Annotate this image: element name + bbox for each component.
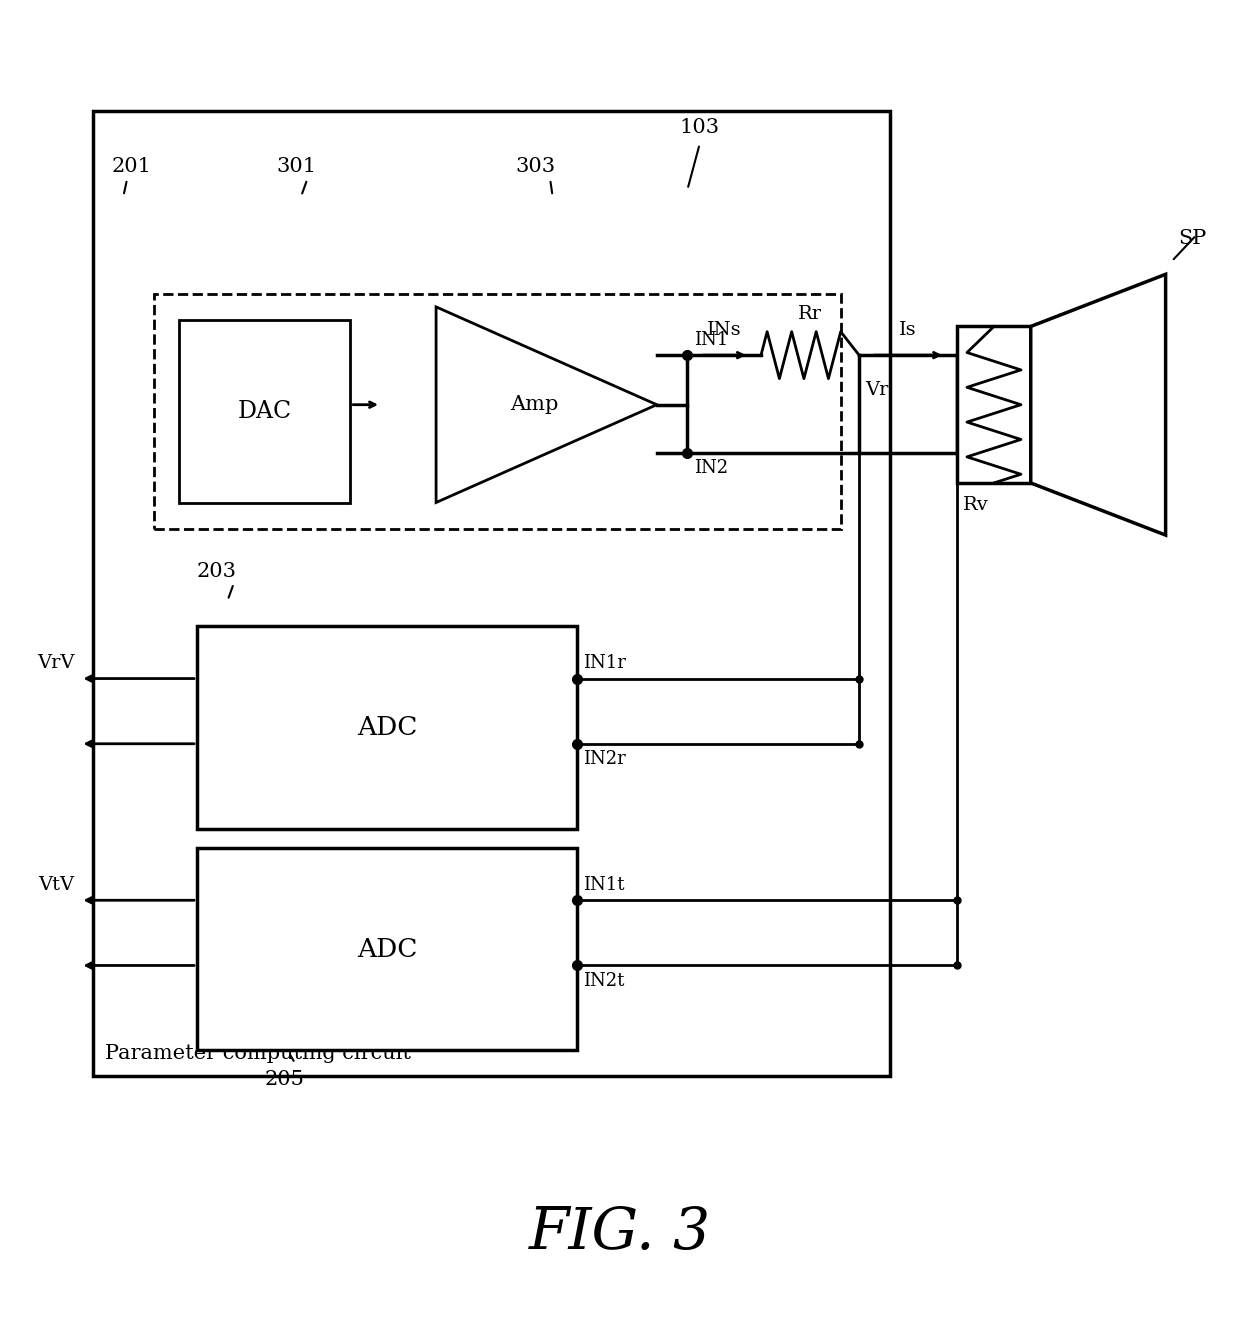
- Text: INs: INs: [707, 322, 742, 340]
- Text: Is: Is: [899, 322, 916, 340]
- Text: Parameter computing circuit: Parameter computing circuit: [105, 1044, 410, 1064]
- Text: IN2: IN2: [693, 460, 728, 477]
- Text: FIG. 3: FIG. 3: [529, 1205, 711, 1261]
- Polygon shape: [1030, 274, 1166, 535]
- Text: ADC: ADC: [357, 937, 417, 962]
- Text: IN1t: IN1t: [583, 875, 625, 894]
- Text: 205: 205: [264, 1070, 304, 1089]
- Text: IN2r: IN2r: [583, 750, 626, 768]
- Text: IN1r: IN1r: [583, 654, 626, 672]
- Text: Vt: Vt: [963, 381, 986, 399]
- Text: Amp: Amp: [510, 395, 558, 414]
- Text: IN1: IN1: [693, 331, 728, 349]
- Text: Rr: Rr: [799, 304, 822, 323]
- Bar: [93, 111, 890, 1077]
- Bar: [154, 294, 841, 529]
- Text: SP: SP: [1178, 229, 1207, 248]
- Text: 303: 303: [516, 157, 556, 177]
- Text: 201: 201: [112, 157, 151, 177]
- Bar: [197, 626, 577, 829]
- Bar: [957, 327, 1030, 482]
- Text: 103: 103: [680, 119, 719, 137]
- Text: VtV: VtV: [38, 875, 74, 894]
- Text: DAC: DAC: [237, 399, 291, 423]
- Bar: [179, 320, 350, 502]
- Polygon shape: [436, 307, 657, 502]
- Text: 203: 203: [197, 561, 237, 581]
- Text: IN2t: IN2t: [583, 971, 625, 990]
- Text: 301: 301: [277, 157, 316, 177]
- Text: ADC: ADC: [357, 714, 417, 739]
- Text: VrV: VrV: [37, 654, 74, 672]
- Text: Vr: Vr: [866, 381, 889, 399]
- Bar: [197, 847, 577, 1050]
- Text: Rv: Rv: [963, 496, 990, 514]
